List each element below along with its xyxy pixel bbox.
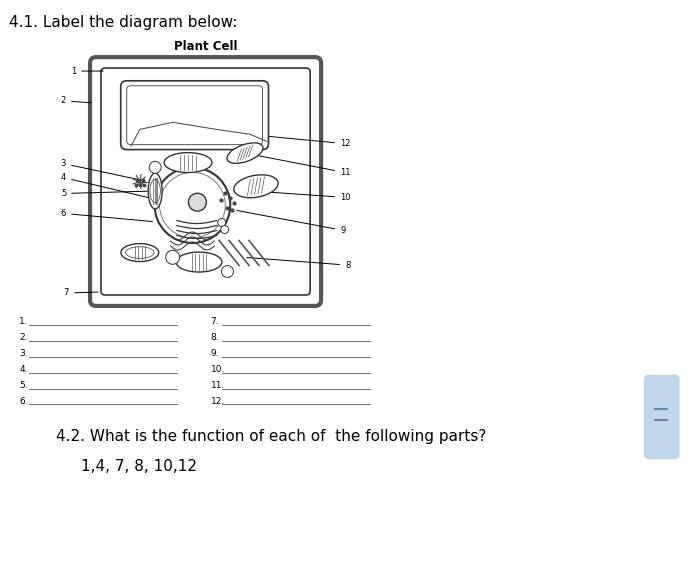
Text: 1.: 1. — [19, 317, 28, 327]
Text: 2: 2 — [61, 96, 91, 106]
Text: 8: 8 — [247, 258, 350, 270]
FancyBboxPatch shape — [121, 81, 269, 150]
Text: 12.: 12. — [211, 397, 225, 406]
Text: 5: 5 — [61, 189, 153, 198]
Ellipse shape — [234, 175, 278, 198]
FancyBboxPatch shape — [126, 86, 263, 144]
Text: 6: 6 — [61, 209, 153, 222]
Text: 4.2. What is the function of each of  the following parts?: 4.2. What is the function of each of the… — [56, 429, 486, 444]
Text: 9: 9 — [237, 211, 346, 235]
Text: 8.: 8. — [211, 334, 219, 342]
Text: 4.1. Label the diagram below:: 4.1. Label the diagram below: — [10, 15, 238, 30]
Ellipse shape — [121, 244, 159, 262]
Text: 3.: 3. — [19, 349, 28, 358]
Ellipse shape — [227, 143, 263, 164]
Circle shape — [149, 161, 161, 173]
Text: 10: 10 — [258, 191, 350, 202]
Text: 7: 7 — [64, 288, 98, 298]
Text: 10.: 10. — [211, 365, 225, 374]
FancyBboxPatch shape — [90, 57, 321, 306]
Text: Plant Cell: Plant Cell — [174, 40, 237, 53]
Text: 7.: 7. — [211, 317, 219, 327]
FancyBboxPatch shape — [101, 68, 310, 295]
Circle shape — [189, 193, 207, 211]
Ellipse shape — [148, 173, 162, 209]
Text: 2.: 2. — [19, 334, 28, 342]
Text: 5.: 5. — [19, 381, 28, 390]
Ellipse shape — [150, 179, 160, 202]
Ellipse shape — [126, 246, 154, 259]
Circle shape — [166, 251, 180, 264]
Circle shape — [220, 226, 229, 234]
Text: 4.: 4. — [19, 365, 28, 374]
Text: 1: 1 — [71, 67, 103, 75]
Text: 1,4, 7, 8, 10,12: 1,4, 7, 8, 10,12 — [81, 459, 197, 474]
Text: 9.: 9. — [211, 349, 219, 358]
Text: 3: 3 — [61, 159, 145, 181]
Ellipse shape — [176, 252, 222, 272]
FancyBboxPatch shape — [644, 375, 680, 459]
Text: 11: 11 — [248, 154, 350, 177]
Text: 4: 4 — [61, 173, 157, 200]
Circle shape — [155, 168, 230, 243]
Circle shape — [222, 266, 234, 277]
Text: 11.: 11. — [211, 381, 225, 390]
Text: 12: 12 — [248, 135, 350, 148]
Text: 6.: 6. — [19, 397, 28, 406]
Circle shape — [160, 172, 225, 238]
Circle shape — [218, 219, 226, 227]
Ellipse shape — [164, 153, 212, 172]
